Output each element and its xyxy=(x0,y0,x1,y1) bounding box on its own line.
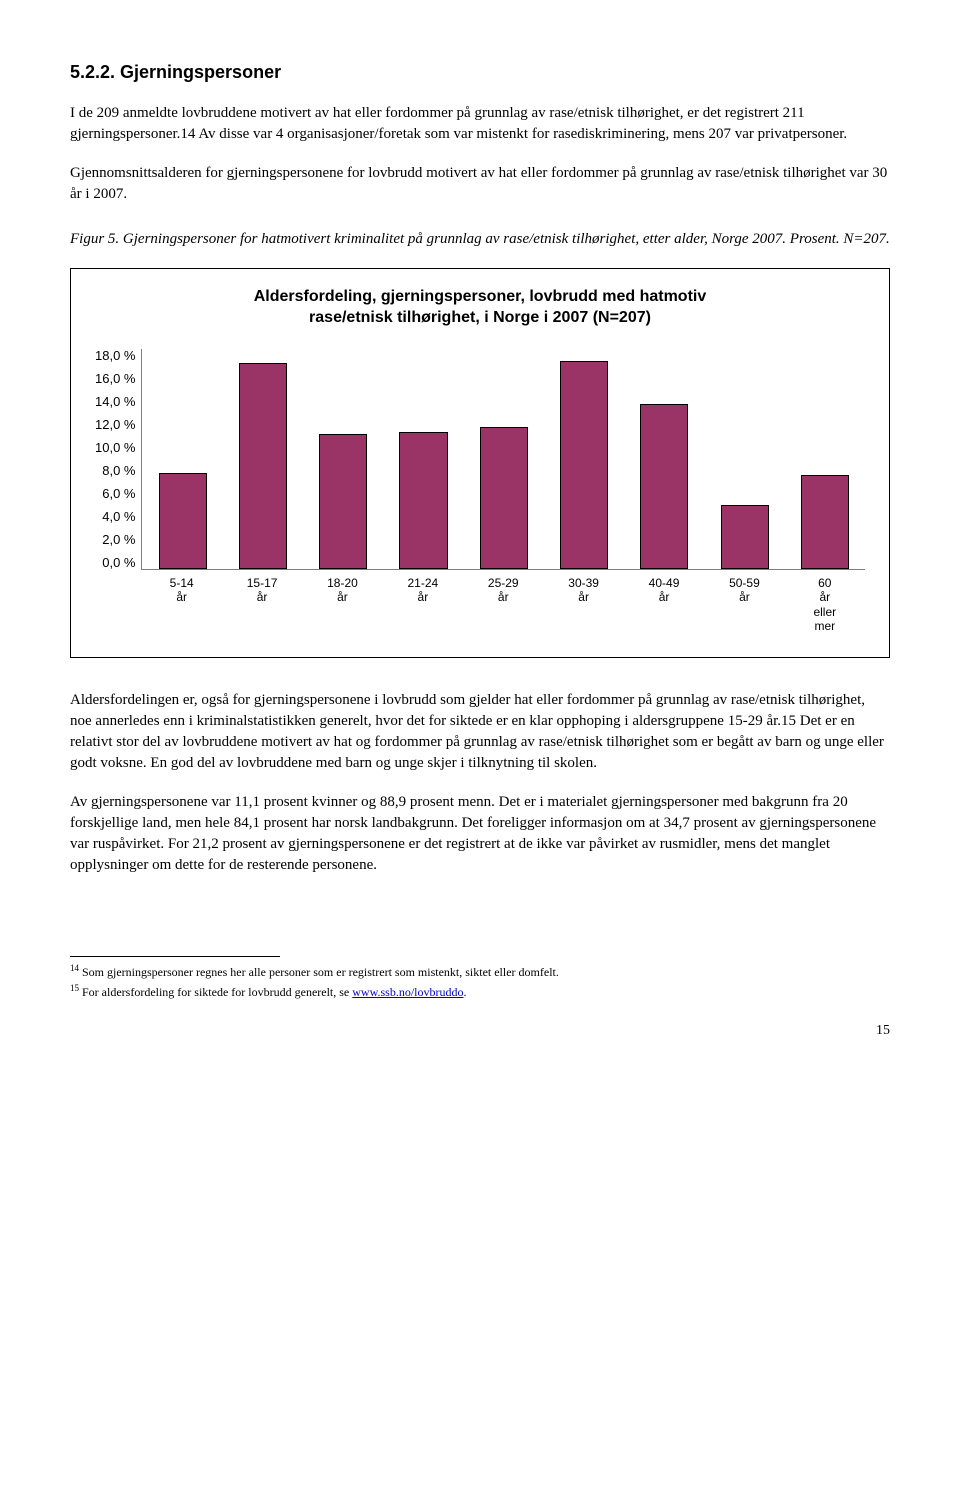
plot xyxy=(141,349,865,570)
bar xyxy=(319,434,367,568)
y-tick: 4,0 % xyxy=(102,510,135,523)
footnote-rule xyxy=(70,956,280,961)
y-tick: 16,0 % xyxy=(95,372,135,385)
bar xyxy=(560,361,608,569)
x-tick: 30-39år xyxy=(543,576,623,634)
footnote-15-link[interactable]: www.ssb.no/lovbruddo xyxy=(352,985,463,999)
x-tick: 18-20år xyxy=(302,576,382,634)
bar xyxy=(399,432,447,569)
bar-slot xyxy=(223,349,303,569)
footnote-14-text: Som gjerningspersoner regnes her alle pe… xyxy=(82,965,559,979)
bar-slot xyxy=(785,349,865,569)
x-tick: 5-14år xyxy=(141,576,221,634)
y-tick: 0,0 % xyxy=(102,556,135,569)
footnote-15-text: For aldersfordeling for siktede for lovb… xyxy=(82,985,352,999)
footnote-15-tail: . xyxy=(464,985,467,999)
section-heading: 5.2.2. Gjerningspersoner xyxy=(70,60,890,85)
y-tick: 2,0 % xyxy=(102,533,135,546)
x-tick: 60årellermer xyxy=(785,576,865,634)
y-tick: 12,0 % xyxy=(95,418,135,431)
page-number: 15 xyxy=(70,1021,890,1041)
footnote-15: 15 For aldersfordeling for siktede for l… xyxy=(70,983,890,1001)
figure-caption: Figur 5. Gjerningspersoner for hatmotive… xyxy=(70,229,890,250)
y-tick: 18,0 % xyxy=(95,349,135,362)
bar xyxy=(721,505,769,569)
paragraph-3: Aldersfordelingen er, også for gjernings… xyxy=(70,690,890,774)
x-tick: 15-17år xyxy=(222,576,302,634)
bar-slot xyxy=(704,349,784,569)
y-axis: 18,0 % 16,0 % 14,0 % 12,0 % 10,0 % 8,0 % 6,0 %… xyxy=(95,349,141,569)
y-tick: 8,0 % xyxy=(102,464,135,477)
chart-title-line1: Aldersfordeling, gjerningspersoner, lovb… xyxy=(254,288,707,305)
bar-slot xyxy=(303,349,383,569)
chart-title: Aldersfordeling, gjerningspersoner, lovb… xyxy=(95,287,865,329)
x-tick: 40-49år xyxy=(624,576,704,634)
bar xyxy=(159,473,207,568)
paragraph-2: Gjennomsnittsalderen for gjerningsperson… xyxy=(70,163,890,205)
chart-area: 18,0 % 16,0 % 14,0 % 12,0 % 10,0 % 8,0 % 6,0 %… xyxy=(95,349,865,634)
bar xyxy=(801,475,849,569)
chart-title-line2: rase/etnisk tilhørighet, i Norge i 2007 … xyxy=(309,309,651,326)
bar-slot xyxy=(142,349,222,569)
footnote-14: 14 Som gjerningspersoner regnes her alle… xyxy=(70,963,890,981)
bar xyxy=(480,427,528,569)
x-tick: 50-59år xyxy=(704,576,784,634)
plot-wrap: 5-14år15-17år18-20år21-24år25-29år30-39å… xyxy=(141,349,865,634)
bar xyxy=(239,363,287,568)
bar xyxy=(640,404,688,569)
x-tick: 21-24år xyxy=(383,576,463,634)
bar-slot xyxy=(544,349,624,569)
paragraph-1: I de 209 anmeldte lovbruddene motivert a… xyxy=(70,103,890,145)
y-tick: 14,0 % xyxy=(95,395,135,408)
bar-slot xyxy=(624,349,704,569)
chart-container: Aldersfordeling, gjerningspersoner, lovb… xyxy=(70,268,890,658)
bar-slot xyxy=(383,349,463,569)
x-tick: 25-29år xyxy=(463,576,543,634)
y-tick: 10,0 % xyxy=(95,441,135,454)
y-tick: 6,0 % xyxy=(102,487,135,500)
x-axis: 5-14år15-17år18-20år21-24år25-29år30-39å… xyxy=(141,576,865,634)
bar-slot xyxy=(464,349,544,569)
paragraph-4: Av gjerningspersonene var 11,1 prosent k… xyxy=(70,792,890,876)
